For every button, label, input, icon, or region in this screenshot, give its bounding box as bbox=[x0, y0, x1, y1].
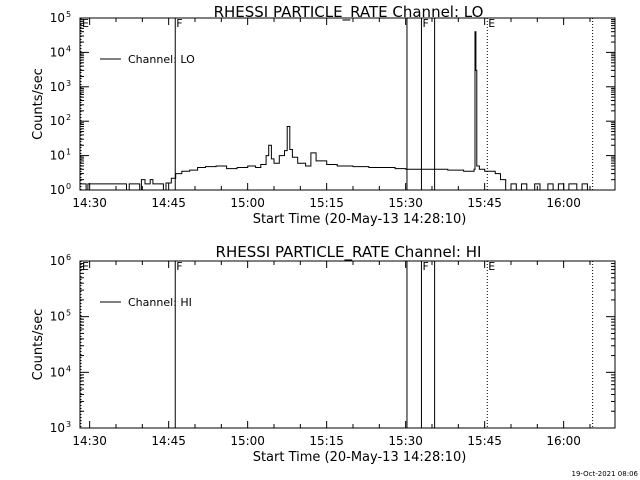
flag-marker-label: E bbox=[488, 17, 495, 30]
x-tick-label: 15:00 bbox=[230, 196, 265, 210]
flag-marker-label: F bbox=[176, 17, 182, 30]
y-axis-label: Counts/sec bbox=[31, 68, 46, 140]
y-tick-exponent: 1 bbox=[66, 148, 71, 157]
chart-panel-2: RHESSI PARTICLE_RATE Channel: HI 14:30 14:… bbox=[31, 243, 616, 465]
legend-label: Channel: HI bbox=[128, 296, 192, 309]
y-tick-label: 10 bbox=[50, 310, 65, 324]
flag-marker-label: E bbox=[82, 260, 89, 273]
series-line bbox=[80, 31, 588, 191]
y-tick-label: 10 bbox=[50, 421, 65, 435]
x-tick-label: 16:00 bbox=[546, 196, 581, 210]
chart-title: RHESSI PARTICLE_RATE Channel: HI bbox=[216, 243, 482, 262]
x-tick-label: 15:30 bbox=[388, 196, 423, 210]
y-tick-label: 10 bbox=[50, 254, 65, 268]
y-tick-exponent: 0 bbox=[66, 182, 71, 191]
y-tick-exponent: 4 bbox=[66, 364, 71, 373]
flag-marker-label: E bbox=[82, 17, 89, 30]
flag-marker-label: E bbox=[488, 260, 495, 273]
y-tick-label: 10 bbox=[50, 365, 65, 379]
y-tick-label: 10 bbox=[50, 80, 65, 94]
x-tick-label: 15:00 bbox=[230, 434, 265, 448]
x-axis-label: Start Time (20-May-13 14:28:10) bbox=[253, 212, 467, 227]
y-axis-label: Counts/sec bbox=[31, 309, 46, 381]
y-tick-exponent: 4 bbox=[66, 44, 71, 53]
plot-frame bbox=[79, 260, 616, 429]
x-tick-label: 14:30 bbox=[72, 196, 107, 210]
y-tick-label: 10 bbox=[50, 183, 65, 197]
y-tick-label: 10 bbox=[50, 114, 65, 128]
y-tick-label: 10 bbox=[50, 11, 65, 25]
x-tick-label: 14:45 bbox=[151, 434, 186, 448]
x-tick-label: 15:45 bbox=[467, 196, 502, 210]
flag-marker-label: F bbox=[422, 260, 428, 273]
flag-marker-label: F bbox=[176, 260, 182, 273]
x-axis-label: Start Time (20-May-13 14:28:10) bbox=[253, 450, 467, 465]
x-tick-label: 14:45 bbox=[151, 196, 186, 210]
x-tick-label: 14:30 bbox=[72, 434, 107, 448]
x-tick-label: 15:30 bbox=[388, 434, 423, 448]
chart-panel-1: RHESSI PARTICLE_RATE Channel: LO 14:30 14:… bbox=[31, 3, 616, 227]
y-tick-exponent: 3 bbox=[66, 79, 71, 88]
plot-frame bbox=[79, 17, 616, 191]
y-tick-exponent: 6 bbox=[66, 253, 71, 262]
flag-marker-label: F bbox=[422, 17, 428, 30]
footer-timestamp: 19-Oct-2021 08:06 bbox=[572, 470, 639, 478]
y-tick-label: 10 bbox=[50, 45, 65, 59]
chart-title: RHESSI PARTICLE_RATE Channel: LO bbox=[214, 3, 484, 22]
y-tick-exponent: 5 bbox=[66, 10, 71, 19]
y-tick-exponent: 2 bbox=[66, 113, 71, 122]
x-tick-label: 15:15 bbox=[309, 434, 344, 448]
x-tick-label: 15:45 bbox=[467, 434, 502, 448]
y-tick-exponent: 3 bbox=[66, 420, 71, 429]
legend-label: Channel: LO bbox=[128, 53, 195, 66]
x-tick-label: 16:00 bbox=[546, 434, 581, 448]
y-tick-label: 10 bbox=[50, 149, 65, 163]
y-tick-exponent: 5 bbox=[66, 309, 71, 318]
x-tick-label: 15:15 bbox=[309, 196, 344, 210]
